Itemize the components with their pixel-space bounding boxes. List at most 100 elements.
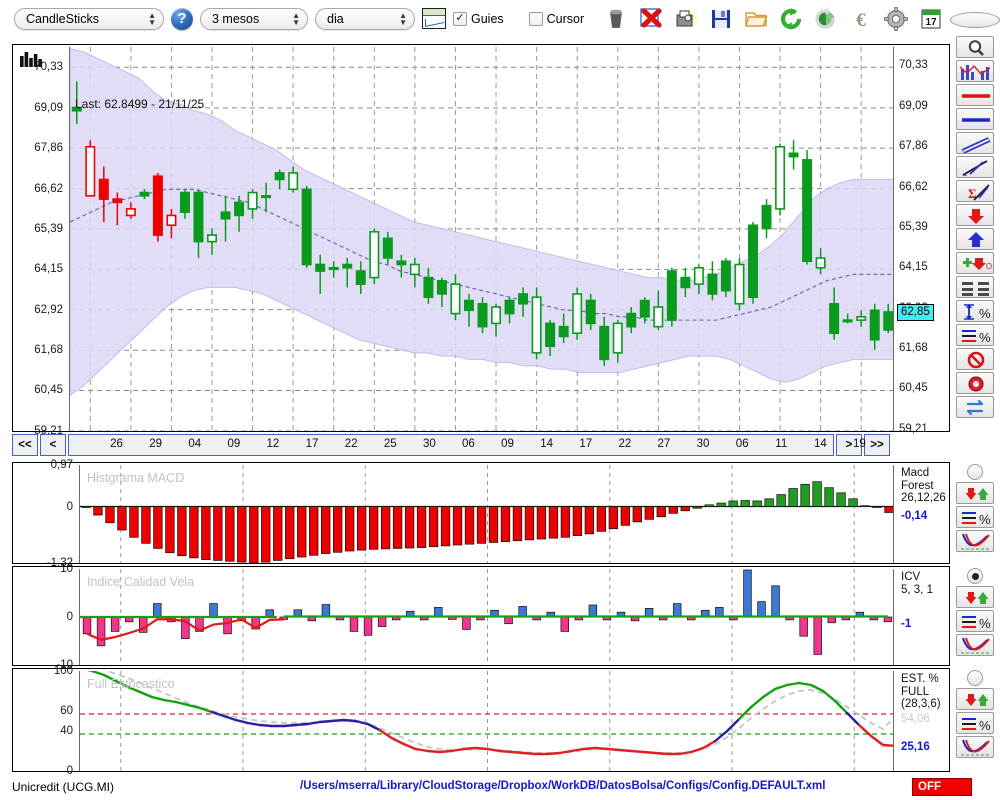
right-toolbar-rail: Σ % % (950, 0, 1000, 800)
settings-gear-icon[interactable] (883, 6, 909, 32)
cursor-checkbox[interactable]: Cursor (528, 11, 584, 26)
period-value: 3 mesos (212, 11, 260, 26)
percent-lines-icon[interactable]: % (956, 712, 994, 734)
macd-legend-params: 26,12,26 (901, 492, 946, 504)
arrows-up-down-icon[interactable] (956, 482, 994, 504)
nav-next-button[interactable]: > (836, 434, 862, 456)
rail-group-icv: % (950, 568, 1000, 658)
nav-first-button[interactable]: << (12, 434, 38, 456)
channel-icon[interactable] (956, 132, 994, 154)
price-plot-area[interactable] (69, 47, 894, 431)
svg-text:%: % (979, 616, 991, 631)
rail-group-stoch: % (950, 670, 1000, 760)
nav-last-button[interactable]: >> (864, 434, 890, 456)
macd-panel[interactable]: 0,97 0 -1,32 Histgrama MACD Macd Forest 26… (12, 459, 950, 569)
status-badge[interactable]: OFF (912, 778, 972, 796)
toolbar-icon-group: € (603, 6, 944, 32)
stochastic-plot-area[interactable] (79, 671, 894, 771)
date-tick-label: 09 (501, 438, 514, 450)
grid-lines-icon[interactable] (956, 276, 994, 298)
price-chart-panel[interactable]: 70,33 69,09 67,86 66,62 65,39 64,15 62,92 61,68… (12, 44, 950, 437)
guies-checkbox[interactable]: ✓ Guies (453, 11, 504, 26)
rail-radio-icv[interactable] (967, 568, 983, 584)
stochastic-panel[interactable]: 100 60 40 0 Full Estocastico EST. % FULL (2… (12, 665, 950, 777)
stoch-legend-title: EST. % (901, 673, 939, 685)
calendar-icon[interactable]: 17 (918, 6, 944, 32)
printer-icon[interactable] (673, 6, 699, 32)
help-label: ? (177, 10, 187, 27)
guies-label: Guies (471, 11, 504, 26)
axis-tick-label: 10 (60, 563, 73, 575)
interval-select[interactable]: dia ▲ ▼ (315, 7, 415, 30)
status-bar: Unicredit (UCG.MI) /Users/mserra/Library… (0, 776, 1000, 800)
record-dot-icon[interactable] (956, 372, 994, 394)
rail-radio-stoch[interactable] (967, 670, 983, 686)
top-toolbar: CandleSticks ▲ ▼ ? 3 mesos ▲ ▼ dia ▲ ▼ ✓ Gu… (0, 0, 950, 37)
blue-up-arrow-icon[interactable] (956, 228, 994, 250)
horizontal-percent-icon[interactable]: % (956, 324, 994, 346)
refresh-green-icon[interactable] (778, 6, 804, 32)
open-folder-icon[interactable] (743, 6, 769, 32)
swap-arrows-icon[interactable] (956, 396, 994, 418)
zoom-magnifier-icon[interactable] (956, 36, 994, 58)
sigma-trendline-icon[interactable]: Σ (956, 180, 994, 202)
chart-type-select[interactable]: CandleSticks ▲ ▼ (14, 7, 164, 30)
axis-tick-label: 61,68 (899, 342, 928, 355)
euro-icon[interactable]: € (848, 6, 874, 32)
curve-cross-icon[interactable] (956, 736, 994, 758)
date-axis-strip[interactable]: 26 29 04 09 12 17 22 25 30 06 09 14 17 22 27 30 06 11 14 19 (68, 434, 866, 456)
delete-red-x-icon[interactable] (638, 6, 664, 32)
mini-chart-icon[interactable] (422, 8, 446, 29)
icv-panel[interactable]: 10 0 -10 Indice Calidad Vela ICV 5, 3, 1 -… (12, 563, 950, 671)
no-entry-icon[interactable] (956, 348, 994, 370)
bar-chart-icon[interactable] (19, 50, 45, 68)
arrows-up-down-icon[interactable] (956, 688, 994, 710)
percent-lines-icon[interactable]: % (956, 610, 994, 632)
arrows-up-down-icon[interactable] (956, 586, 994, 608)
trendline-icon[interactable] (956, 156, 994, 178)
red-down-arrow-icon[interactable] (956, 204, 994, 226)
date-tick-label: 25 (383, 438, 397, 450)
svg-text:€: € (856, 10, 866, 31)
blue-line-icon[interactable] (956, 108, 994, 130)
macd-legend-value: -0,14 (901, 509, 928, 522)
axis-tick-label: 69,09 (34, 101, 63, 114)
help-button[interactable]: ? (171, 7, 193, 30)
volume-histogram-icon[interactable] (956, 60, 994, 82)
nav-prev-button[interactable]: < (40, 434, 66, 456)
macd-plot-area[interactable] (79, 465, 894, 563)
axis-tick-label: 67,86 (899, 140, 928, 153)
date-tick-label: 30 (422, 438, 436, 450)
icv-legend-params: 5, 3, 1 (901, 583, 933, 596)
svg-text:%: % (979, 306, 991, 321)
axis-tick-label: 62,92 (34, 303, 63, 316)
icv-plot-area[interactable] (79, 569, 894, 665)
date-tick-label: 17 (305, 438, 319, 450)
rail-radio-macd[interactable] (967, 464, 983, 480)
chart-navigation-bar: << < 26 29 04 09 12 17 22 25 30 06 09 14 17 22 27 30 06 1… (12, 434, 890, 456)
add-remove-marker-icon[interactable] (956, 252, 994, 274)
percent-lines-icon[interactable]: % (956, 506, 994, 528)
reload-globe-icon[interactable] (813, 6, 839, 32)
config-path-label[interactable]: /Users/mserra/Library/CloudStorage/Dropb… (300, 780, 826, 792)
period-select[interactable]: 3 mesos ▲ ▼ (200, 7, 308, 30)
rail-radio-main[interactable] (950, 12, 1000, 28)
date-tick-label: 22 (344, 438, 358, 450)
date-tick-label: 14 (813, 438, 827, 450)
trash-icon[interactable] (603, 6, 629, 32)
icv-legend-title: ICV (901, 571, 921, 583)
chevron-updown-icon: ▲ ▼ (148, 10, 156, 27)
symbol-label: Unicredit (UCG.MI) (12, 780, 115, 794)
vertical-percent-icon[interactable]: % (956, 300, 994, 322)
red-line-icon[interactable] (956, 84, 994, 106)
axis-tick-label: 65,39 (899, 220, 928, 233)
axis-tick-label: 70,33 (899, 59, 928, 72)
axis-tick-label: 60,45 (34, 384, 63, 397)
rail-group-macd: % (950, 464, 1000, 554)
axis-tick-label: 70,33 (34, 61, 63, 74)
date-tick-label: 14 (540, 438, 554, 450)
curve-cross-icon[interactable] (956, 530, 994, 552)
curve-cross-icon[interactable] (956, 634, 994, 656)
save-floppy-icon[interactable] (708, 6, 734, 32)
checkbox-box (528, 11, 543, 26)
